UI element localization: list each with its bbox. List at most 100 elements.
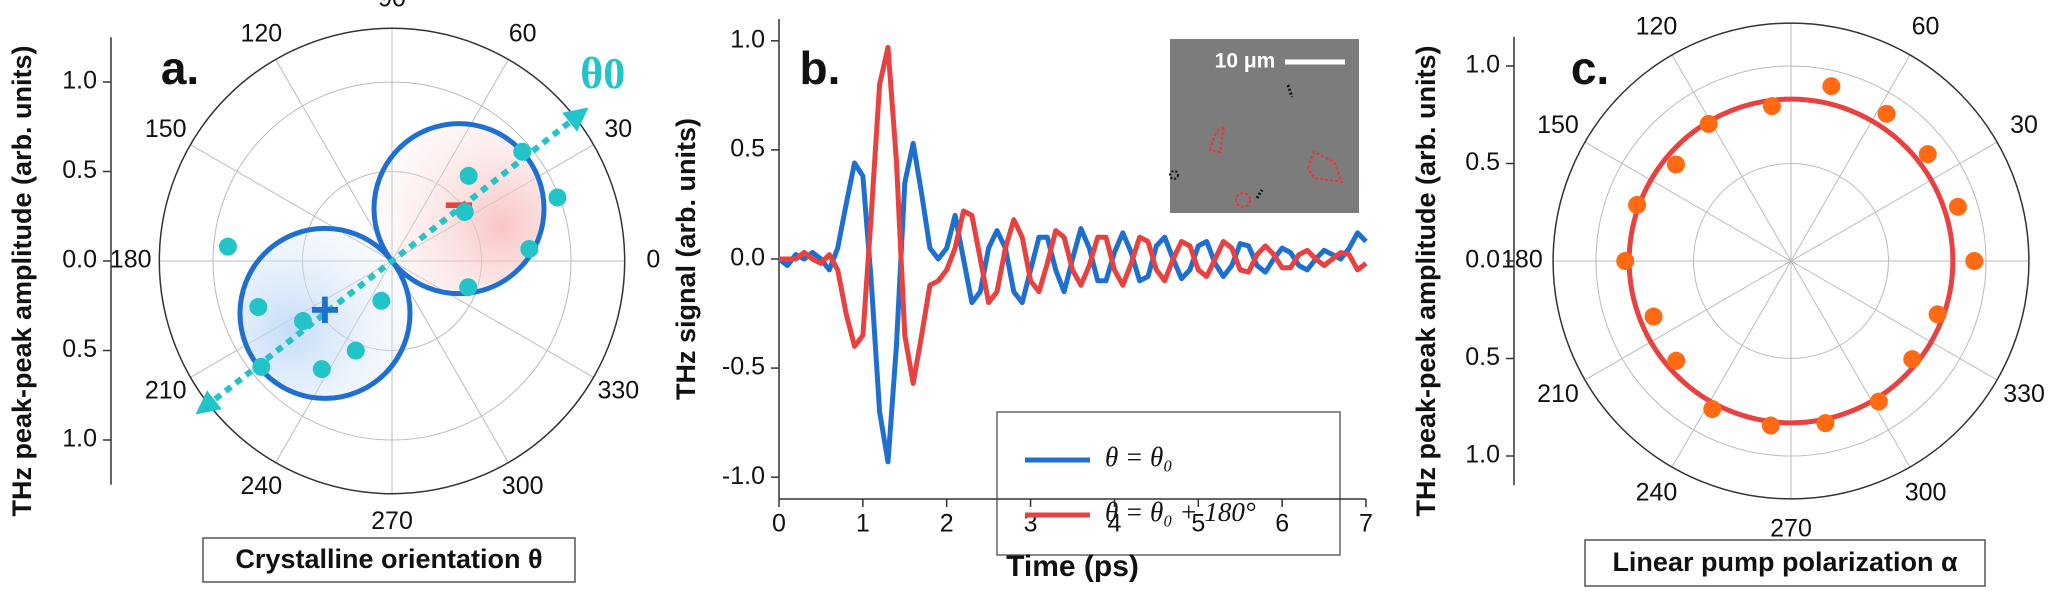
x-tick-label: 4 [1107, 510, 1121, 538]
x-axis-label: Linear pump polarization α [1612, 547, 1958, 577]
angle-tick-label: 210 [1537, 380, 1579, 408]
data-point [1877, 104, 1896, 123]
data-point [1762, 97, 1781, 116]
x-tick-label: 6 [1275, 510, 1289, 538]
data-point [1699, 114, 1718, 133]
data-point [513, 142, 532, 161]
signal-line [779, 44, 1368, 386]
x-axis-label: Time (ps) [1006, 550, 1139, 583]
panel-label: c. [1571, 42, 1609, 94]
legend-label: θ = θ₀ + 180° [1105, 497, 1256, 527]
data-point [1869, 392, 1888, 411]
angle-grid-line [1790, 260, 1911, 468]
data-point [1644, 307, 1663, 326]
inset-outline [1208, 123, 1226, 154]
inset-outline [1306, 150, 1344, 184]
data-point [1628, 195, 1647, 214]
data-point [1918, 145, 1937, 164]
y-tick-label: 0.0 [62, 246, 97, 274]
data-point [1928, 305, 1947, 324]
inset [1169, 39, 1359, 213]
y-axis-label: THz peak-peak amplitude (arb. units) [7, 45, 37, 516]
angle-tick-label: 60 [509, 19, 537, 47]
angle-grid-line [1790, 141, 1998, 262]
polar-boundary [1552, 22, 2030, 500]
angle-tick-label: 90 [1777, 0, 1805, 5]
angle-tick-label: 180 [1501, 246, 1543, 274]
x-axis-label: Crystalline orientation θ [235, 544, 542, 574]
y-tick-label: -0.5 [722, 353, 765, 381]
inset-outline [1169, 170, 1179, 180]
data-point [249, 298, 268, 317]
data-point [459, 278, 478, 297]
data-point [459, 166, 478, 185]
angle-grid-line [1671, 260, 1792, 468]
y-tick-label: 0.5 [1465, 343, 1500, 371]
inset-image [1170, 39, 1359, 213]
polar-boundary [158, 27, 626, 495]
inset-outline [1235, 192, 1251, 208]
angle-tick-label: 150 [145, 115, 187, 143]
y-tick-label: 0.5 [730, 135, 765, 163]
angle-grid-line [1584, 260, 1792, 381]
angle-grid-line [1584, 141, 1792, 262]
angle-grid-line [1671, 54, 1792, 262]
angle-tick-label: 210 [145, 376, 187, 404]
data-point [520, 239, 539, 258]
data-point [372, 291, 391, 310]
data-point [218, 237, 237, 256]
angle-tick-label: 240 [240, 472, 282, 500]
panel-label: a. [161, 42, 199, 94]
y-tick-label: 1.0 [1465, 51, 1500, 79]
angle-tick-label: 0 [646, 246, 660, 274]
y-tick-label: 0.5 [62, 335, 97, 363]
angle-tick-label: 90 [378, 0, 406, 12]
x-label-box [1584, 539, 1986, 587]
angle-grid-line [1790, 260, 1998, 381]
x-tick-label: 1 [856, 510, 870, 538]
y-tick-label: 0.0 [730, 244, 765, 272]
data-point [1903, 350, 1922, 369]
legend-box [996, 411, 1341, 556]
data-point [1703, 400, 1722, 419]
data-point [1666, 155, 1685, 174]
y-tick-label: 1.0 [730, 25, 765, 53]
angle-tick-label: 270 [371, 507, 413, 535]
y-tick-label: 1.0 [62, 67, 97, 95]
radial-grid-ring [1595, 65, 1987, 457]
y-tick-label: 0.5 [62, 156, 97, 184]
angle-tick-label: 120 [1636, 13, 1678, 41]
angle-tick-label: 180 [110, 246, 152, 274]
y-tick-label: 1.0 [1465, 441, 1500, 469]
lobe-sign: + [310, 281, 340, 339]
inset-outline [1255, 189, 1264, 199]
data-point [1822, 77, 1841, 96]
angle-tick-label: 120 [240, 19, 282, 47]
data-point [1616, 252, 1635, 270]
y-tick-label: 0.0 [1465, 246, 1500, 274]
angle-tick-label: 300 [502, 472, 544, 500]
angle-tick-label: 150 [1537, 111, 1579, 139]
x-tick-label: 7 [1359, 510, 1373, 538]
angle-tick-label: 60 [1912, 13, 1940, 41]
y-axis-label: THz signal (arb. units) [671, 118, 701, 400]
data-point [1965, 252, 1984, 270]
angle-tick-label: 30 [604, 115, 632, 143]
legend-label: θ = θ₀ [1105, 442, 1173, 472]
data-point [293, 312, 312, 331]
signal-line [777, 140, 1368, 465]
direction-label: θ0 [580, 49, 625, 98]
data-point [1667, 351, 1686, 370]
angle-tick-label: 270 [1770, 515, 1812, 543]
y-tick-label: 0.5 [1465, 148, 1500, 176]
x-tick-label: 5 [1191, 510, 1205, 538]
data-point [455, 202, 474, 221]
y-tick-label: -1.0 [722, 462, 765, 490]
data-point [1948, 197, 1967, 216]
y-axis-label: THz peak-peak amplitude (arb. units) [1411, 45, 1441, 516]
data-point [346, 341, 365, 360]
data-point [312, 360, 331, 379]
radial-grid-ring [1693, 163, 1889, 359]
